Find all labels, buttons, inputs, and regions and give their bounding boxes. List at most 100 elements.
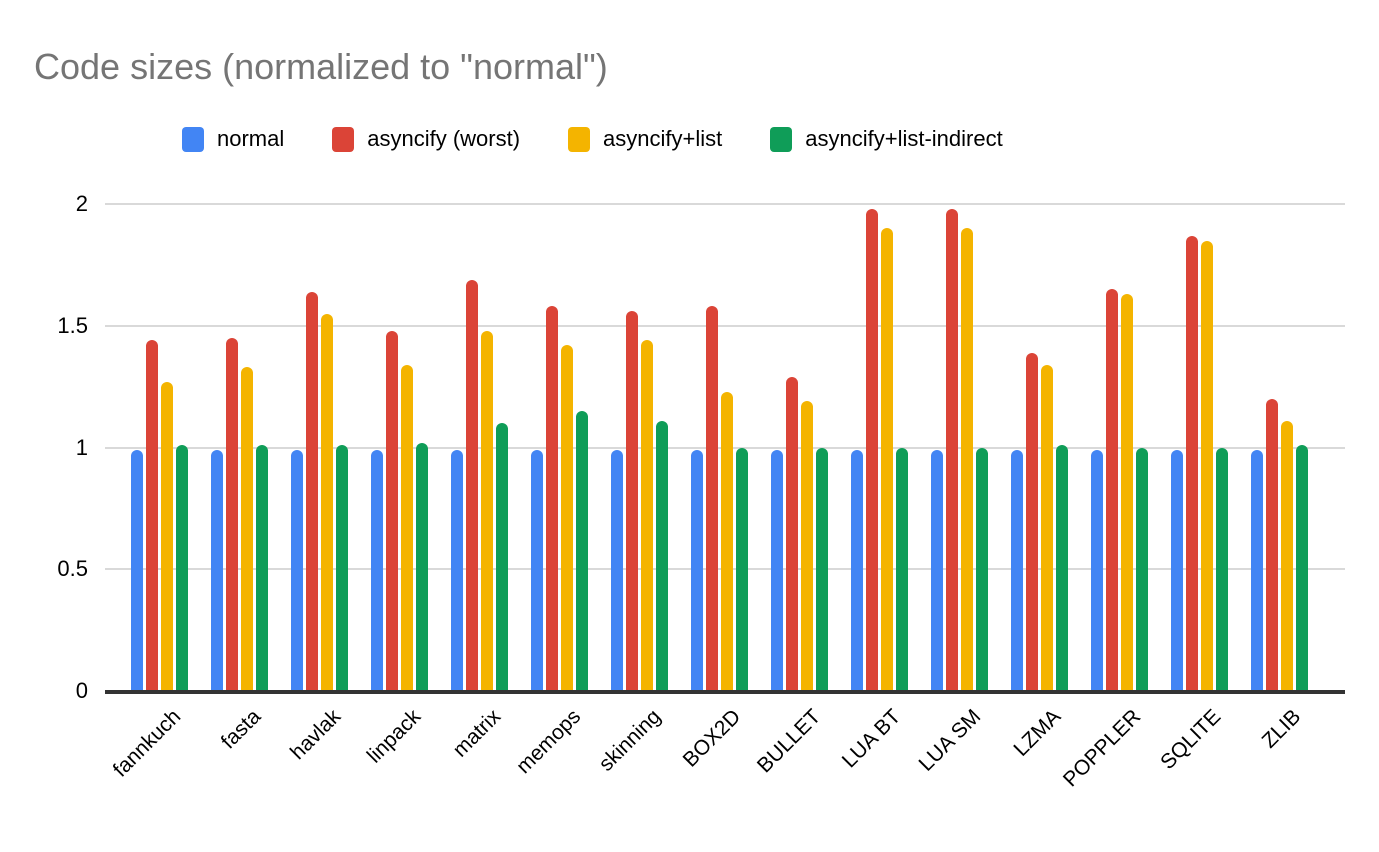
bar-group-sqlite (1170, 204, 1228, 691)
bar-matrix-asyncify-list (480, 330, 493, 691)
bar-bullet-asyncify-list-indirect (815, 447, 828, 691)
legend-label: asyncify+list (603, 126, 723, 151)
legend-item-normal: normal (182, 126, 284, 152)
bar-poppler-asyncify-worst- (1105, 289, 1118, 691)
bar-skinning-asyncify-list (640, 340, 653, 691)
bar-fannkuch-asyncify-list-indirect (175, 445, 188, 691)
bar-group-havlak (290, 204, 348, 691)
gridline-2 (105, 203, 1345, 205)
bar-lua-sm-normal (930, 449, 943, 691)
y-tick-label-2: 2 (75, 191, 88, 216)
bar-poppler-normal (1090, 449, 1103, 691)
legend: normal asyncify (worst) asyncify+list async… (182, 126, 1003, 152)
chart-title: Code sizes (normalized to "normal") (34, 46, 608, 87)
legend-swatch-icon (770, 126, 793, 152)
bar-lua-sm-asyncify-list-indirect (975, 447, 988, 691)
bar-group-bullet (770, 204, 828, 691)
bar-memops-asyncify-list-indirect (575, 410, 588, 691)
bar-fasta-asyncify-list-indirect (255, 445, 268, 691)
legend-label: asyncify+list-indirect (805, 126, 1003, 151)
bar-group-box2d (690, 204, 748, 691)
bar-poppler-asyncify-list-indirect (1135, 447, 1148, 691)
bar-lua-bt-normal (850, 449, 863, 691)
bar-sqlite-asyncify-list (1200, 240, 1213, 691)
bar-lua-bt-asyncify-list (880, 228, 893, 691)
bar-sqlite-asyncify-worst- (1185, 235, 1198, 691)
bar-fasta-asyncify-list (240, 367, 253, 691)
y-tick-label-0: 0 (75, 678, 88, 703)
bar-matrix-asyncify-list-indirect (495, 423, 508, 691)
bar-lzma-asyncify-list (1040, 364, 1053, 691)
bar-zlib-asyncify-list-indirect (1295, 445, 1308, 691)
bar-lua-bt-asyncify-worst- (865, 208, 878, 691)
bar-group-matrix (450, 204, 508, 691)
bar-memops-asyncify-worst- (545, 306, 558, 691)
gridline-1.5 (105, 324, 1345, 327)
bar-group-lua-bt (850, 204, 908, 691)
bar-group-skinning (610, 204, 668, 691)
bar-linpack-asyncify-list-indirect (415, 442, 428, 691)
bar-matrix-asyncify-worst- (465, 279, 478, 691)
bar-bullet-normal (770, 449, 783, 691)
bar-box2d-asyncify-list-indirect (735, 447, 748, 691)
bar-box2d-normal (690, 449, 703, 691)
y-tick-label-1: 1 (75, 434, 88, 460)
bars-container (105, 204, 1345, 691)
bar-group-lua-sm (930, 204, 988, 691)
bar-bullet-asyncify-list (800, 401, 813, 691)
y-tick-label-0.5: 0.5 (57, 556, 88, 582)
bar-skinning-normal (610, 449, 623, 691)
bar-havlak-asyncify-worst- (305, 291, 318, 691)
bar-box2d-asyncify-list (720, 391, 733, 691)
legend-swatch-icon (568, 126, 591, 152)
bar-zlib-asyncify-worst- (1265, 398, 1278, 691)
bar-matrix-normal (450, 449, 463, 691)
y-tick-label-1.5: 1.5 (57, 312, 88, 338)
legend-swatch-icon (332, 126, 355, 152)
bar-fannkuch-asyncify-worst- (145, 340, 158, 691)
bar-havlak-asyncify-list (320, 313, 333, 691)
legend-label: asyncify (worst) (367, 126, 521, 151)
bar-lua-bt-asyncify-list-indirect (895, 447, 908, 691)
legend-label: normal (217, 126, 285, 151)
bar-zlib-normal (1250, 449, 1263, 691)
bar-lua-sm-asyncify-list (960, 228, 973, 691)
bar-group-fannkuch (130, 204, 188, 691)
bar-linpack-normal (370, 449, 383, 691)
bar-lzma-normal (1010, 449, 1023, 691)
plot-area (105, 203, 1345, 694)
bar-havlak-asyncify-list-indirect (335, 445, 348, 691)
legend-item-asyncify-list: asyncify+list (568, 126, 722, 152)
bar-group-zlib (1250, 204, 1308, 691)
bar-group-memops (530, 204, 588, 691)
bar-fannkuch-normal (130, 449, 143, 691)
x-axis-line (105, 690, 1345, 694)
bar-sqlite-normal (1170, 449, 1183, 691)
bar-group-fasta (210, 204, 268, 691)
bar-skinning-asyncify-list-indirect (655, 420, 668, 691)
bar-havlak-normal (290, 449, 303, 691)
legend-item-asyncify-list-indirect: asyncify+list-indirect (770, 126, 1003, 152)
bar-memops-asyncify-list (560, 345, 573, 691)
bar-lzma-asyncify-worst- (1025, 352, 1038, 691)
bar-fannkuch-asyncify-list (160, 381, 173, 691)
bar-poppler-asyncify-list (1120, 294, 1133, 691)
legend-item-asyncify-worst-: asyncify (worst) (332, 126, 520, 152)
bar-skinning-asyncify-worst- (625, 311, 638, 691)
bar-linpack-asyncify-list (400, 364, 413, 691)
bar-bullet-asyncify-worst- (785, 376, 798, 691)
bar-lua-sm-asyncify-worst- (945, 208, 958, 691)
bar-fasta-asyncify-worst- (225, 337, 238, 691)
bar-sqlite-asyncify-list-indirect (1215, 447, 1228, 691)
bar-lzma-asyncify-list-indirect (1055, 445, 1068, 691)
bar-zlib-asyncify-list (1280, 420, 1293, 691)
bar-group-lzma (1010, 204, 1068, 691)
bar-group-poppler (1090, 204, 1148, 691)
bar-group-linpack (370, 204, 428, 691)
legend-swatch-icon (182, 126, 204, 152)
bar-linpack-asyncify-worst- (385, 330, 398, 691)
bar-box2d-asyncify-worst- (705, 306, 718, 691)
bar-memops-normal (530, 449, 543, 691)
bar-fasta-normal (210, 449, 223, 691)
